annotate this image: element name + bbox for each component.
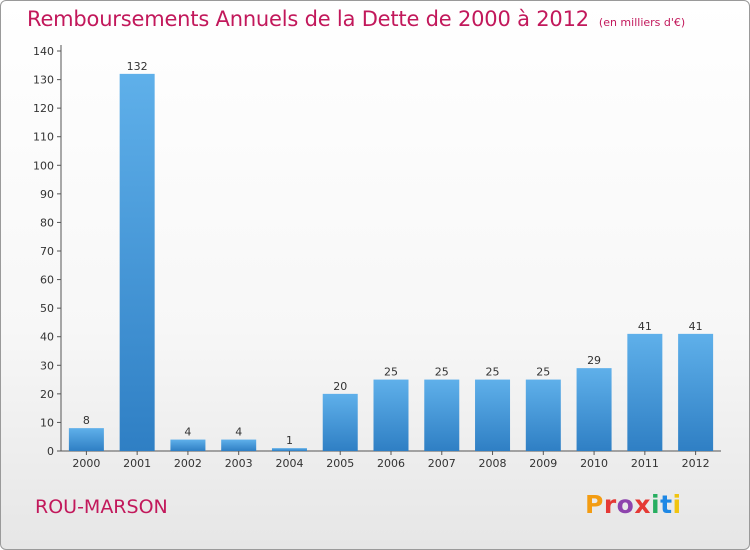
logo-letter: x <box>634 490 651 519</box>
x-tick-label: 2000 <box>72 457 100 470</box>
y-tick-label: 20 <box>40 388 54 401</box>
bar-value-label: 41 <box>689 320 703 333</box>
y-tick-label: 110 <box>33 131 54 144</box>
y-tick-label: 50 <box>40 302 54 315</box>
x-tick-label: 2003 <box>225 457 253 470</box>
chart-unit: (en milliers d'€) <box>598 16 686 29</box>
bar-2010 <box>576 368 612 451</box>
x-tick-label: 2006 <box>377 457 405 470</box>
y-tick-label: 70 <box>40 245 54 258</box>
bar-2005 <box>322 393 358 451</box>
bar-2002 <box>170 439 206 451</box>
y-tick-label: 90 <box>40 188 54 201</box>
bar-2008 <box>475 379 511 451</box>
y-tick-label: 40 <box>40 331 54 344</box>
bar-value-label: 25 <box>536 366 550 379</box>
y-tick-label: 60 <box>40 274 54 287</box>
bar-value-label: 20 <box>333 380 347 393</box>
bar-value-label: 41 <box>638 320 652 333</box>
bar-value-label: 4 <box>235 426 242 439</box>
x-tick-label: 2008 <box>479 457 507 470</box>
x-tick-label: 2010 <box>580 457 608 470</box>
bar-2000 <box>68 428 104 451</box>
bar-value-label: 132 <box>127 60 148 73</box>
bar-value-label: 25 <box>486 366 500 379</box>
x-tick-label: 2011 <box>631 457 659 470</box>
bar-2006 <box>373 379 409 451</box>
y-tick-label: 10 <box>40 416 54 429</box>
y-tick-label: 130 <box>33 74 54 87</box>
x-tick-label: 2009 <box>529 457 557 470</box>
y-tick-label: 30 <box>40 359 54 372</box>
logo-letter: o <box>616 490 635 519</box>
y-tick-label: 120 <box>33 102 54 115</box>
proxiti-logo: Proxiti <box>585 490 682 519</box>
y-tick-label: 100 <box>33 159 54 172</box>
logo-letter: t <box>660 490 673 519</box>
chart-title: Remboursements Annuels de la Dette de 20… <box>27 7 685 31</box>
logo-letter: i <box>651 490 661 519</box>
y-tick-label: 80 <box>40 216 54 229</box>
bar-value-label: 25 <box>435 366 449 379</box>
x-tick-label: 2002 <box>174 457 202 470</box>
bar-2004 <box>271 448 307 451</box>
y-tick-label: 140 <box>33 45 54 58</box>
chart-title-text: Remboursements Annuels de la Dette de 20… <box>27 7 589 31</box>
bar-value-label: 25 <box>384 366 398 379</box>
bar-value-label: 8 <box>83 414 90 427</box>
bar-2009 <box>525 379 561 451</box>
bar-2007 <box>424 379 460 451</box>
y-tick-label: 0 <box>47 445 54 458</box>
x-tick-label: 2005 <box>326 457 354 470</box>
logo-letter: i <box>672 490 682 519</box>
bar-value-label: 29 <box>587 354 601 367</box>
x-tick-label: 2004 <box>275 457 303 470</box>
bar-2001 <box>119 73 155 451</box>
logo-letter: r <box>603 490 617 519</box>
x-tick-label: 2007 <box>428 457 456 470</box>
bar-2003 <box>221 439 257 451</box>
x-tick-label: 2012 <box>682 457 710 470</box>
commune-name: ROU-MARSON <box>35 496 168 518</box>
logo-letter: P <box>585 490 604 519</box>
bar-value-label: 1 <box>286 434 293 447</box>
bar-2012 <box>678 333 714 451</box>
bar-value-label: 4 <box>184 426 191 439</box>
bar-2011 <box>627 333 663 451</box>
x-tick-label: 2001 <box>123 457 151 470</box>
